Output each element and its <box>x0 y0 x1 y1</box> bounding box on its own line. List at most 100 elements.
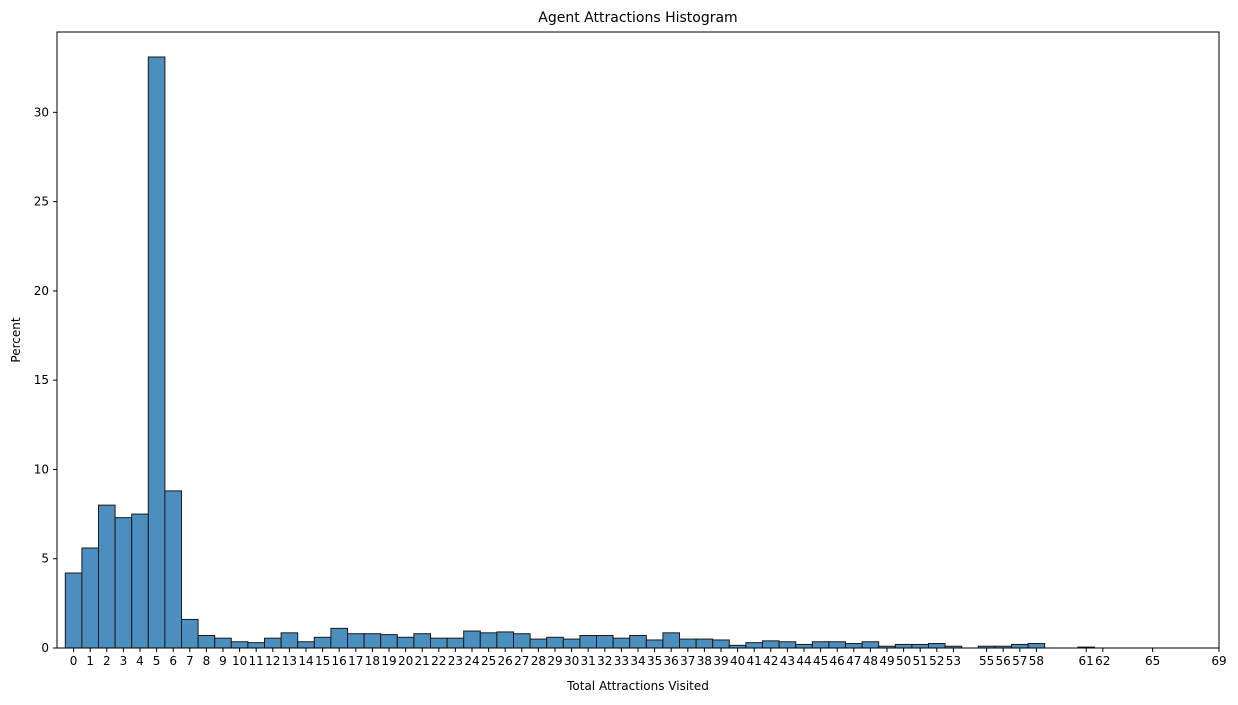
x-tick-label: 39 <box>713 654 728 668</box>
x-tick-label: 69 <box>1211 654 1226 668</box>
x-tick-label: 18 <box>365 654 380 668</box>
x-tick-label: 32 <box>597 654 612 668</box>
x-tick-label: 14 <box>298 654 313 668</box>
histogram-bar <box>928 643 946 649</box>
histogram-bar <box>695 638 714 649</box>
x-tick-label: 46 <box>830 654 845 668</box>
x-tick-label: 38 <box>697 654 712 668</box>
x-tick-label: 3 <box>120 654 128 668</box>
x-tick-label: 5 <box>153 654 161 668</box>
x-tick-label: 8 <box>203 654 211 668</box>
x-tick-label: 65 <box>1145 654 1160 668</box>
x-tick-label: 37 <box>680 654 695 668</box>
histogram-bar <box>463 630 481 649</box>
x-tick-label: 16 <box>332 654 347 668</box>
histogram-bar <box>679 638 697 649</box>
histogram-bar <box>330 627 348 649</box>
x-tick-label: 40 <box>730 654 745 668</box>
histogram-bar <box>197 635 216 649</box>
x-tick-label: 12 <box>265 654 280 668</box>
histogram-bar <box>845 643 863 649</box>
x-tick-label: 29 <box>547 654 562 668</box>
histogram-bar <box>214 637 232 649</box>
histogram-bar <box>828 641 847 649</box>
histogram-bar <box>645 639 664 649</box>
x-tick-label: 61 <box>1079 654 1094 668</box>
x-tick-label: 35 <box>647 654 662 668</box>
x-tick-label: 62 <box>1095 654 1110 668</box>
y-axis-ticks: 0 5 10 15 20 25 30 <box>34 105 57 655</box>
bars-layer <box>64 56 1096 649</box>
x-tick-label: 0 <box>70 654 78 668</box>
y-tick-label: 15 <box>34 373 49 387</box>
histogram-bar <box>313 636 332 649</box>
x-tick-label: 27 <box>514 654 529 668</box>
x-tick-label: 23 <box>448 654 463 668</box>
histogram-bar <box>280 632 299 649</box>
histogram-bar <box>496 631 514 649</box>
x-tick-label: 25 <box>481 654 496 668</box>
histogram-bar <box>413 633 431 649</box>
histogram-bar <box>396 636 415 649</box>
x-tick-label: 58 <box>1029 654 1044 668</box>
x-tick-label: 7 <box>186 654 194 668</box>
x-tick-label: 56 <box>996 654 1011 668</box>
x-tick-label: 34 <box>630 654 645 668</box>
y-tick-label: 30 <box>34 105 49 119</box>
x-tick-label: 2 <box>103 654 111 668</box>
histogram-bar <box>230 641 249 649</box>
histogram-bar <box>762 640 780 649</box>
histogram-bar <box>297 641 315 649</box>
histogram-bar <box>894 643 913 649</box>
x-tick-label: 33 <box>614 654 629 668</box>
x-tick-label: 30 <box>564 654 579 668</box>
x-tick-label: 9 <box>219 654 227 668</box>
x-tick-label: 24 <box>464 654 479 668</box>
x-tick-label: 52 <box>929 654 944 668</box>
histogram-bar <box>98 504 116 649</box>
histogram-bar <box>811 641 830 649</box>
histogram-bar <box>264 637 282 649</box>
y-tick-label: 20 <box>34 284 49 298</box>
histogram-bar <box>1027 643 1046 649</box>
histogram-bar <box>579 635 598 649</box>
x-tick-label: 21 <box>415 654 430 668</box>
histogram-bar <box>795 643 813 649</box>
x-tick-label: 19 <box>381 654 396 668</box>
x-tick-label: 11 <box>249 654 264 668</box>
x-tick-label: 42 <box>763 654 778 668</box>
x-tick-label: 50 <box>896 654 911 668</box>
histogram-bar <box>430 637 448 649</box>
x-tick-label: 55 <box>979 654 994 668</box>
x-tick-label: 45 <box>813 654 828 668</box>
histogram-bar <box>778 641 797 649</box>
histogram-bar <box>562 638 581 649</box>
histogram-bar <box>629 635 647 649</box>
x-tick-label: 31 <box>581 654 596 668</box>
x-tick-label: 43 <box>780 654 795 668</box>
x-tick-label: 17 <box>348 654 363 668</box>
x-tick-label: 36 <box>664 654 679 668</box>
x-tick-label: 10 <box>232 654 247 668</box>
x-tick-label: 6 <box>169 654 177 668</box>
x-tick-label: 15 <box>315 654 330 668</box>
histogram-bar <box>347 633 365 649</box>
x-axis-label: Total Attractions Visited <box>566 679 709 693</box>
x-tick-label: 1 <box>86 654 94 668</box>
x-tick-label: 26 <box>498 654 513 668</box>
y-tick-label: 25 <box>34 195 49 209</box>
y-axis-label: Percent <box>9 317 23 362</box>
x-tick-label: 4 <box>136 654 144 668</box>
histogram-bar <box>181 618 199 649</box>
histogram-bar <box>64 572 83 649</box>
histogram-bar <box>861 641 880 649</box>
histogram-bar <box>513 633 531 649</box>
x-tick-label: 47 <box>846 654 861 668</box>
histogram-bar <box>546 636 564 649</box>
histogram-bar <box>662 632 681 649</box>
x-tick-label: 28 <box>531 654 546 668</box>
histogram-bar <box>479 632 498 649</box>
histogram-bar <box>131 513 149 649</box>
